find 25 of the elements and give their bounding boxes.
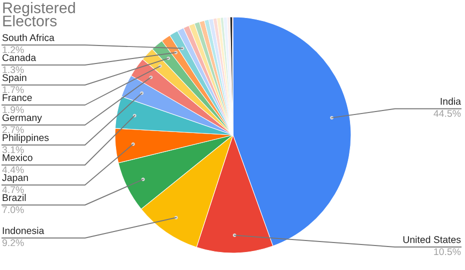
data-label: 1.9%	[2, 106, 24, 114]
slice-label: South Africa	[2, 34, 54, 42]
slice-label: Spain	[2, 74, 26, 83]
slice-label: Germany	[2, 114, 42, 123]
data-label: 7.0%	[2, 206, 24, 214]
slice-label: France	[2, 94, 32, 102]
slice-label: United States	[403, 236, 461, 244]
data-label: 2.7%	[2, 126, 24, 134]
slice-label: Canada	[2, 54, 36, 62]
slice-label: Philippines	[2, 134, 49, 143]
slice-label: Japan	[2, 174, 28, 183]
slice-label: Indonesia	[2, 226, 44, 234]
data-label: 1.3%	[2, 66, 24, 74]
data-label: 9.2%	[2, 239, 24, 246]
data-label: 4.7%	[2, 186, 24, 194]
slice-label: Mexico	[2, 154, 32, 162]
data-label: 1.2%	[2, 46, 24, 54]
data-label: 4.4%	[2, 166, 24, 174]
chart-title: Registered Electors	[3, 2, 75, 26]
data-label: 10.5%	[434, 248, 461, 256]
slice-label: India	[440, 98, 461, 105]
slice-label: Brazil	[2, 194, 26, 202]
data-label: 1.7%	[2, 86, 24, 94]
data-label: 44.5%	[434, 110, 461, 117]
data-label: 3.1%	[2, 146, 24, 154]
